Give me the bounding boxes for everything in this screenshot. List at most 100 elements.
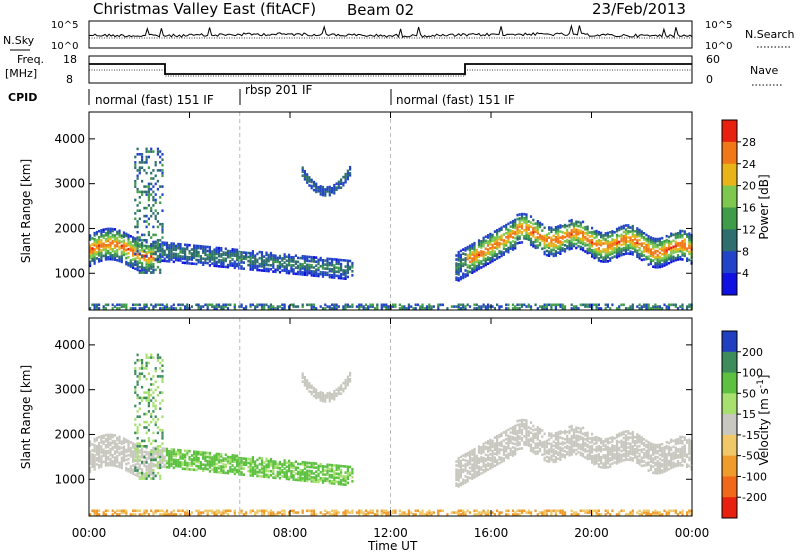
velocity-cell [496,441,499,444]
power-cell [312,270,316,273]
velocity-cell [308,465,311,469]
power-cell [466,303,469,307]
power-cell [523,221,526,224]
velocity-cell [543,511,546,514]
velocity-cell [545,513,548,516]
power-cell [152,250,155,254]
velocity-cell [319,478,322,482]
power-cell [147,261,150,264]
velocity-cell [145,465,148,468]
power-cell [328,261,331,265]
velocity-cell [104,509,107,513]
power-cell [459,267,462,271]
power-cell [681,235,684,239]
power-cell [326,265,329,269]
power-cell [321,191,325,195]
velocity-cell [376,511,379,514]
velocity-cell [324,394,327,397]
velocity-cell [554,442,557,445]
power-cell [649,254,652,257]
velocity-cell [498,461,501,465]
power-cell [545,307,548,310]
power-cell [132,240,135,243]
velocity-cell [163,449,166,453]
power-cell [665,251,668,254]
power-cell [165,245,169,249]
power-cell [670,258,673,262]
power-cell [534,226,537,229]
power-cell [312,188,316,192]
power-cell [98,240,101,243]
power-cell [333,264,336,267]
velocity-cell [263,511,266,514]
power-cell [303,273,306,276]
power-cell [672,257,675,261]
velocity-cell [466,463,469,467]
velocity-cell [516,448,519,451]
power-cell [600,239,603,243]
power-cell [520,224,524,228]
velocity-cell [226,455,230,459]
velocity-cell [116,460,119,464]
power-cell [679,229,682,233]
velocity-cell [195,460,198,464]
velocity-cell [505,429,508,433]
power-ytick-label: 2000 [54,221,85,235]
velocity-cell [525,439,528,443]
velocity-cell [326,479,329,483]
power-cell [129,265,132,268]
velocity-cell [206,455,209,459]
velocity-cell [392,509,395,513]
power-cell [340,264,343,268]
velocity-cell [543,452,546,456]
power-cell [507,222,510,226]
power-cell [342,183,345,187]
velocity-cell [118,445,121,449]
power-cell [136,254,139,257]
power-cell [622,238,625,242]
power-cell [552,303,555,307]
power-cell [548,226,551,229]
velocity-cell [154,367,157,370]
velocity-cell [206,513,209,516]
velocity-cell [516,442,519,445]
velocity-cell [498,433,501,437]
power-cell [493,307,496,310]
power-cell [181,255,184,258]
velocity-cell [251,466,254,469]
power-cell [550,238,553,242]
velocity-cell [457,471,460,474]
velocity-cell [122,509,126,513]
power-cell [335,307,338,310]
velocity-cell [222,467,225,470]
power-cell [489,234,492,238]
power-cell [520,231,524,234]
power-cell [199,307,202,310]
velocity-cell [344,471,347,474]
velocity-cell [496,435,499,438]
velocity-cell [534,452,537,456]
velocity-cell [475,454,478,458]
power-cell [269,307,273,310]
power-cell [629,244,632,248]
power-cell [502,245,505,248]
velocity-cell [340,482,343,486]
velocity-cell [258,474,261,478]
velocity-cell [507,438,510,442]
velocity-cell [487,464,490,467]
velocity-cell [161,461,164,464]
power-cell [138,249,141,252]
power-cell [484,235,487,238]
power-cell [606,245,609,249]
power-cell [143,266,146,270]
power-cell [107,303,110,307]
velocity-cell [152,404,155,408]
power-cell [109,243,112,247]
power-cell [172,248,175,251]
velocity-cell [308,386,311,389]
power-cell [263,265,266,268]
power-cell [220,305,223,308]
power-cell [303,261,306,264]
power-cell [683,254,686,258]
velocity-cell [249,474,252,477]
